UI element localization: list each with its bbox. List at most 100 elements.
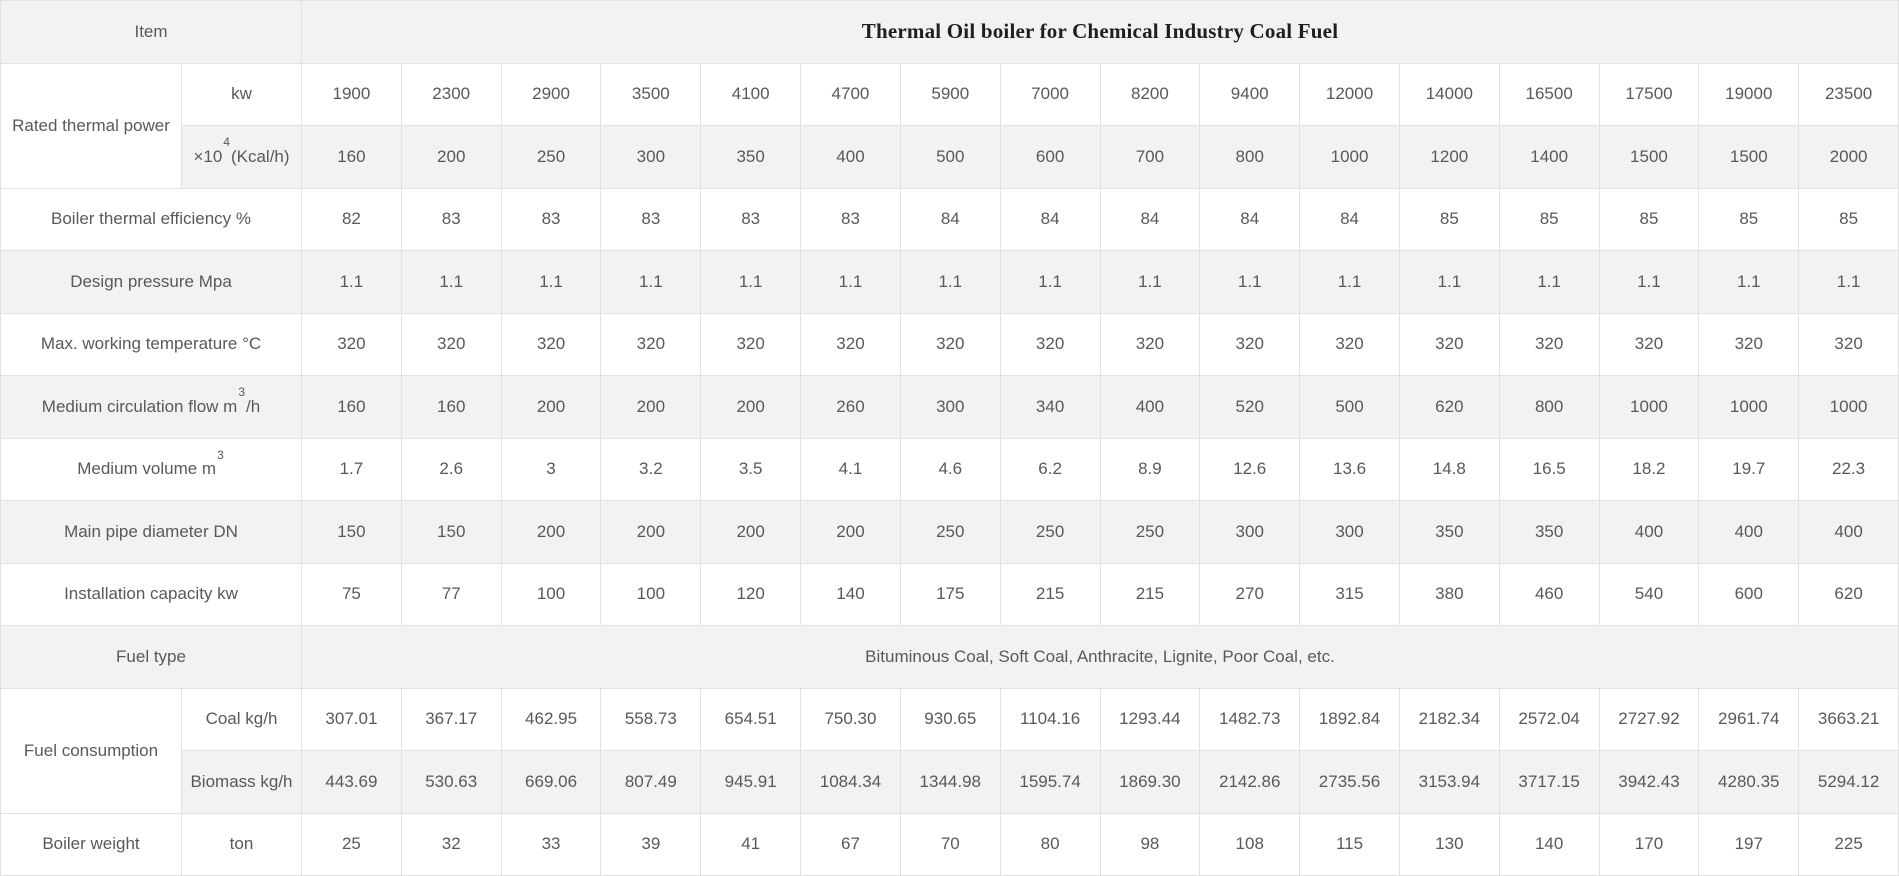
cell-text: 85 — [1839, 209, 1859, 229]
cell-text: 1344.98 — [919, 771, 981, 791]
value-cell: 33 — [500, 812, 602, 876]
value-cell: 320 — [1398, 312, 1500, 376]
cell-text: 8200 — [1130, 84, 1169, 104]
cell-text: 300 — [1335, 521, 1364, 541]
value-cell: 2572.04 — [1498, 687, 1600, 751]
value-cell: 12000 — [1299, 62, 1400, 126]
cell-text: 400 — [1135, 396, 1165, 416]
cell-text: Main pipe diameter DN — [64, 521, 238, 541]
cell-text: 1.7 — [339, 459, 364, 479]
row-label: Fuel type — [0, 625, 302, 689]
cell-text: 2961.74 — [1718, 709, 1780, 729]
cell-text: 367.17 — [425, 709, 478, 729]
cell-text: 1400 — [1530, 146, 1569, 166]
value-cell: 250 — [999, 500, 1101, 564]
value-cell: 17500 — [1598, 62, 1700, 126]
cell-text: 2142.86 — [1218, 771, 1281, 791]
value-cell: 9400 — [1199, 62, 1301, 126]
value-cell: 67 — [800, 812, 901, 876]
cell-text: Max. working temperature °C — [40, 334, 262, 354]
cell-text: 1000 — [1829, 396, 1868, 416]
value-cell: 400 — [1798, 500, 1899, 564]
cell-text: 14.8 — [1432, 459, 1466, 479]
cell-text: 320 — [1634, 334, 1664, 354]
value-cell: 400 — [1099, 375, 1201, 439]
cell-text: 19.7 — [1732, 459, 1766, 479]
value-cell: 520 — [1199, 375, 1301, 439]
value-cell: 1500 — [1698, 125, 1800, 189]
value-cell: 600 — [999, 125, 1101, 189]
cell-text: 320 — [1834, 334, 1863, 354]
table-row: Medium circulation flow m3/h 160 160 200 200… — [0, 375, 1899, 439]
value-cell: 14.8 — [1398, 437, 1500, 501]
value-cell: 3.5 — [700, 437, 802, 501]
value-cell: 320 — [1498, 312, 1600, 376]
cell-text: 200 — [736, 396, 765, 416]
cell-text: 340 — [1035, 396, 1065, 416]
cell-text: Medium volume m — [77, 459, 217, 479]
cell-text: 250 — [1035, 521, 1065, 541]
value-cell: 160 — [301, 125, 402, 189]
value-cell: 32 — [400, 812, 502, 876]
cell-text: 1892.84 — [1318, 709, 1381, 729]
cell-text: 100 — [636, 584, 666, 604]
value-cell: 170 — [1598, 812, 1700, 876]
cell-text: 85 — [1439, 209, 1459, 229]
value-cell: 16500 — [1498, 62, 1600, 126]
value-cell: 16.5 — [1498, 437, 1600, 501]
cell-text: 83 — [741, 209, 761, 229]
cell-text: 600 — [1035, 146, 1065, 166]
cell-text: 4.6 — [938, 459, 963, 479]
cell-text: 250 — [1135, 521, 1165, 541]
value-cell: 1293.44 — [1099, 687, 1201, 751]
cell-text: 83 — [441, 209, 461, 229]
value-cell: 98 — [1099, 812, 1201, 876]
cell-text: /h — [246, 396, 261, 416]
value-cell: 83 — [800, 187, 901, 251]
value-cell: 175 — [899, 562, 1001, 626]
fuel-type-value: Bituminous Coal, Soft Coal, Anthracite, … — [301, 625, 1899, 689]
cell-text: 1.1 — [1038, 271, 1062, 291]
cell-text: 3500 — [631, 84, 670, 104]
cell-text: 320 — [1534, 334, 1564, 354]
value-cell: 320 — [800, 312, 901, 376]
value-cell: 13.6 — [1299, 437, 1400, 501]
value-cell: 1.1 — [700, 250, 802, 314]
value-cell: 70 — [899, 812, 1001, 876]
cell-text: 460 — [1534, 584, 1564, 604]
value-cell: 84 — [999, 187, 1101, 251]
cell-text: 215 — [1035, 584, 1065, 604]
cell-text: 9400 — [1230, 84, 1269, 104]
value-cell: 120 — [700, 562, 802, 626]
cell-text: 1900 — [332, 84, 371, 104]
cell-text: 200 — [636, 521, 666, 541]
value-cell: 200 — [600, 500, 702, 564]
value-cell: 3.2 — [600, 437, 702, 501]
value-cell: 2900 — [500, 62, 602, 126]
value-cell: 83 — [400, 187, 502, 251]
cell-text: 1084.34 — [819, 771, 882, 791]
value-cell: 620 — [1798, 562, 1899, 626]
cell-text: 140 — [1534, 834, 1564, 854]
value-cell: 367.17 — [400, 687, 502, 751]
value-cell: 4.1 — [800, 437, 901, 501]
cell-text: 19000 — [1725, 84, 1773, 104]
table-row: Medium volume m3 1.7 2.6 3 3.2 3.5 4.1 4.6 6.2 8.… — [0, 437, 1899, 501]
value-cell: 1.1 — [1299, 250, 1400, 314]
cell-text: 400 — [1734, 521, 1763, 541]
value-cell: 443.69 — [301, 750, 402, 814]
value-cell: 3500 — [600, 62, 702, 126]
value-cell: 77 — [400, 562, 502, 626]
value-cell: 1.1 — [899, 250, 1001, 314]
cell-text: 84 — [1140, 209, 1160, 229]
value-cell: 500 — [899, 125, 1001, 189]
value-cell: 350 — [700, 125, 802, 189]
value-cell: 930.65 — [899, 687, 1001, 751]
cell-text: 400 — [1634, 521, 1664, 541]
table-row: Installation capacity kw 75 77 100 100 120 140… — [0, 562, 1899, 626]
value-cell: 39 — [600, 812, 702, 876]
cell-text: 1000 — [1729, 396, 1768, 416]
value-cell: 6.2 — [999, 437, 1101, 501]
value-cell: 1000 — [1798, 375, 1899, 439]
